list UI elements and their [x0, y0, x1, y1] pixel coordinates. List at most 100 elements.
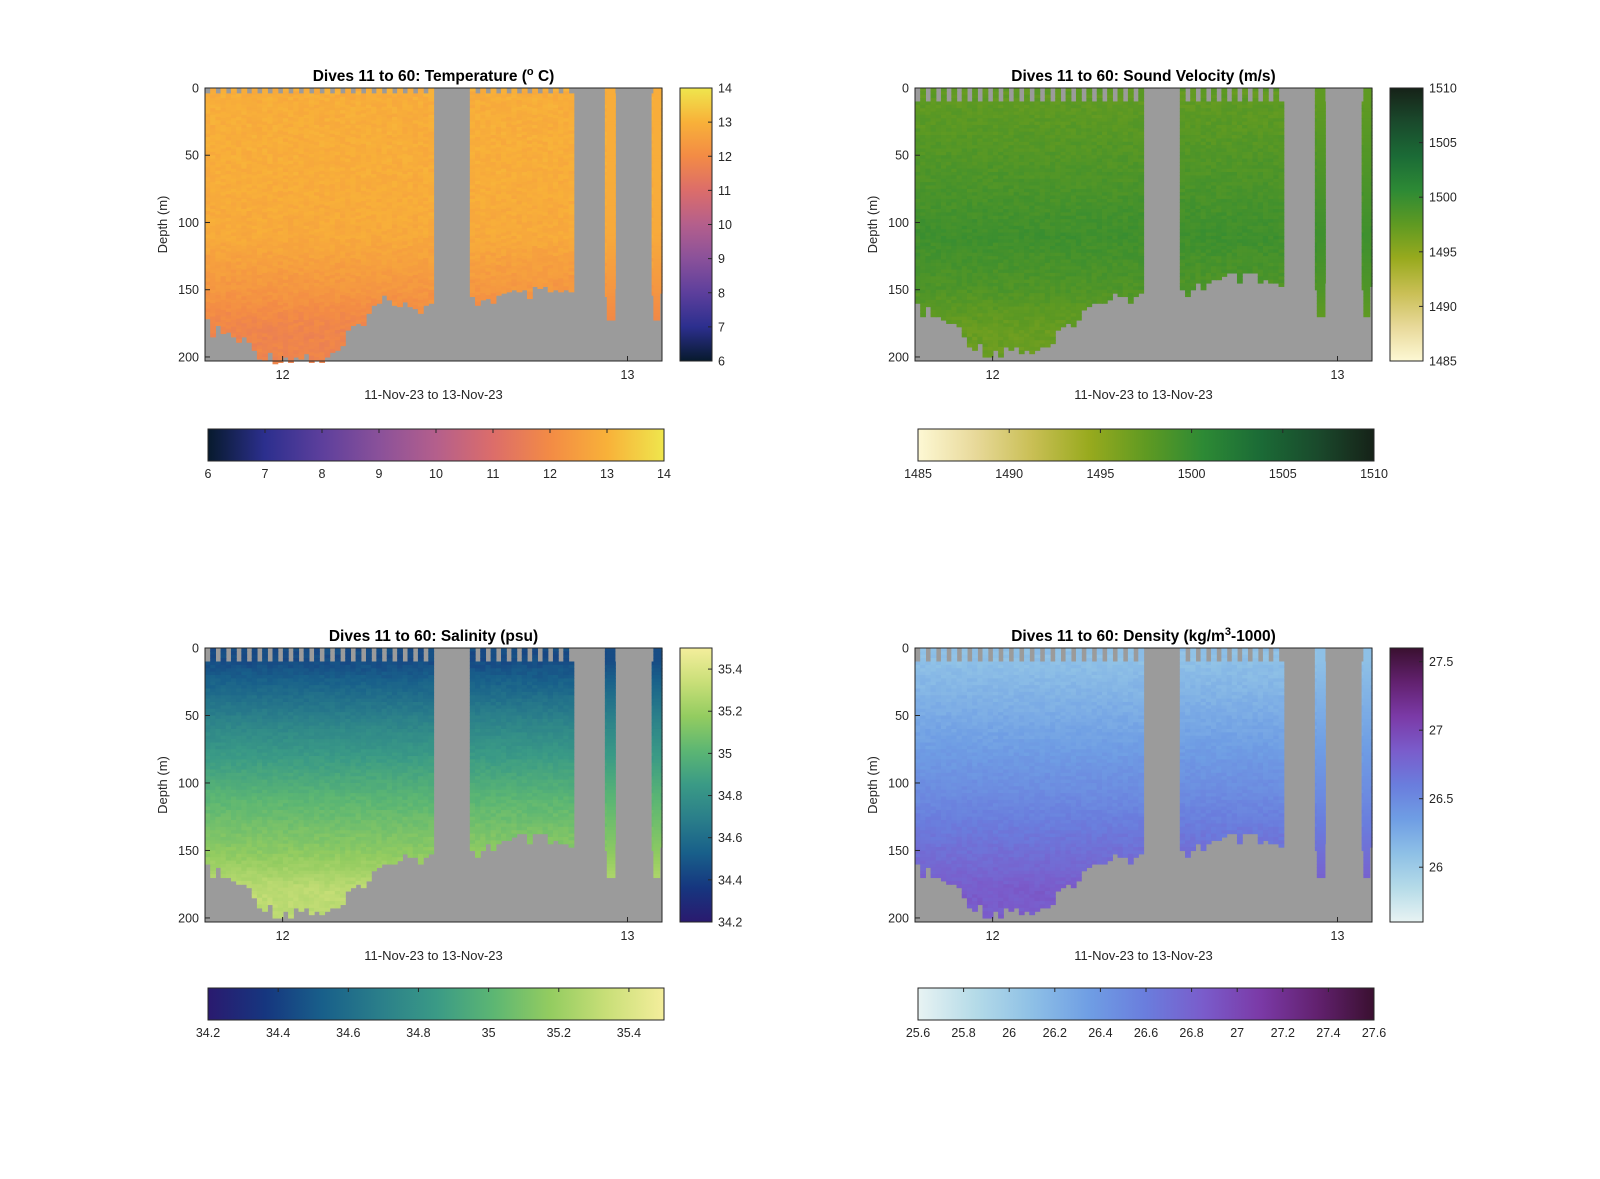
heatmap-cell — [329, 174, 336, 179]
heatmap-cell — [653, 188, 661, 193]
heatmap-cell — [314, 111, 320, 116]
heatmap-cell — [653, 195, 661, 200]
heatmap-cell — [256, 288, 263, 293]
heatmap-cell — [563, 185, 570, 190]
heatmap-cell — [423, 221, 429, 226]
heatmap-cell — [220, 172, 227, 177]
heatmap-cell — [319, 295, 326, 300]
heatmap-cell — [475, 200, 481, 205]
heatmap-cell — [210, 262, 216, 267]
heatmap-cell — [282, 343, 289, 348]
heatmap-cell — [324, 330, 331, 335]
heatmap-cell — [397, 262, 403, 267]
heatmap-cell — [490, 185, 497, 190]
heatmap-cell — [334, 188, 341, 193]
heatmap-cell — [915, 158, 921, 163]
heatmap-cell — [329, 271, 336, 276]
heatmap-cell — [345, 172, 352, 177]
heatmap-cell — [308, 190, 315, 195]
heatmap-cell — [402, 241, 409, 246]
heatmap-cell — [563, 283, 570, 287]
heatmap-cell — [490, 209, 497, 213]
heatmap-cell — [293, 104, 300, 109]
heatmap-cell — [262, 319, 268, 324]
heatmap-cell — [606, 222, 616, 227]
heatmap-cell — [225, 116, 232, 121]
heatmap-cell — [272, 283, 279, 287]
heatmap-cell — [210, 330, 216, 335]
heatmap-cell — [381, 93, 388, 98]
heatmap-cell — [355, 272, 362, 277]
heatmap-cell — [381, 110, 388, 115]
heatmap-cell — [506, 268, 512, 273]
heatmap-cell — [412, 187, 419, 192]
heatmap-cell — [501, 148, 507, 153]
heatmap-cell — [267, 335, 274, 340]
heatmap-cell — [225, 163, 232, 168]
heatmap-cell — [360, 241, 367, 246]
heatmap-cell — [251, 91, 258, 96]
heatmap-cell — [417, 279, 424, 284]
heatmap-cell — [256, 325, 263, 330]
heatmap-cell — [537, 120, 544, 125]
heatmap-cell — [407, 249, 414, 254]
heatmap-cell — [501, 135, 507, 140]
heatmap-cell — [412, 281, 419, 286]
heatmap-cell — [329, 110, 336, 115]
heatmap-cell — [210, 111, 216, 116]
heatmap-cell — [334, 172, 341, 177]
heatmap-cell — [236, 130, 242, 135]
heatmap-cell — [340, 301, 346, 306]
heatmap-cell — [288, 207, 294, 212]
heatmap-cell — [272, 350, 279, 355]
heatmap-cell — [298, 311, 305, 316]
heatmap-cell — [334, 141, 341, 146]
heatmap-cell — [205, 127, 211, 131]
heatmap-cell — [277, 150, 284, 155]
heatmap-cell — [490, 232, 497, 237]
heatmap-cell — [537, 160, 544, 165]
heatmap-cell — [381, 231, 388, 236]
heatmap-cell — [391, 127, 398, 131]
heatmap-cell — [558, 106, 564, 111]
heatmap-cell — [314, 108, 320, 113]
heatmap-cell — [490, 252, 497, 257]
heatmap-cells — [915, 88, 1373, 358]
heatmap-cell — [417, 108, 424, 113]
heatmap-cell — [210, 313, 216, 318]
heatmap-cell — [277, 103, 284, 108]
heatmap-cell — [365, 178, 372, 183]
heatmap-cell — [210, 293, 216, 298]
heatmap-cell — [288, 325, 294, 330]
heatmap-cell — [428, 172, 435, 177]
heatmap-cell — [511, 172, 518, 177]
heatmap-cell — [251, 131, 258, 136]
heatmap-cell — [241, 141, 248, 146]
heatmap-cell — [915, 286, 921, 291]
heatmap-cell — [490, 175, 497, 180]
heatmap-cell — [495, 207, 502, 212]
heatmap-cell — [526, 100, 533, 105]
heatmap-cell — [542, 131, 549, 136]
heatmap-cell — [412, 160, 419, 165]
heatmap-cell — [246, 160, 253, 165]
heatmap-cell — [360, 211, 367, 216]
heatmap-cell — [241, 242, 248, 247]
heatmap-cell — [563, 235, 570, 240]
heatmap-cell — [490, 222, 497, 227]
heatmap-cell — [288, 251, 294, 256]
heatmap-cell — [485, 120, 492, 125]
heatmap-cell — [423, 264, 429, 269]
heatmap-cell — [256, 352, 263, 357]
heatmap-cell — [350, 227, 357, 232]
heatmap-cell — [511, 286, 518, 291]
heatmap-cell — [334, 161, 341, 166]
heatmap-cell — [350, 244, 357, 249]
heatmap-cell — [501, 128, 507, 133]
heatmap-cell — [293, 259, 300, 264]
heatmap-cell — [340, 190, 346, 195]
heatmap-cell — [558, 204, 564, 209]
heatmap-cell — [314, 209, 320, 213]
heatmap-cell — [215, 231, 222, 236]
heatmap-cell — [407, 101, 414, 106]
